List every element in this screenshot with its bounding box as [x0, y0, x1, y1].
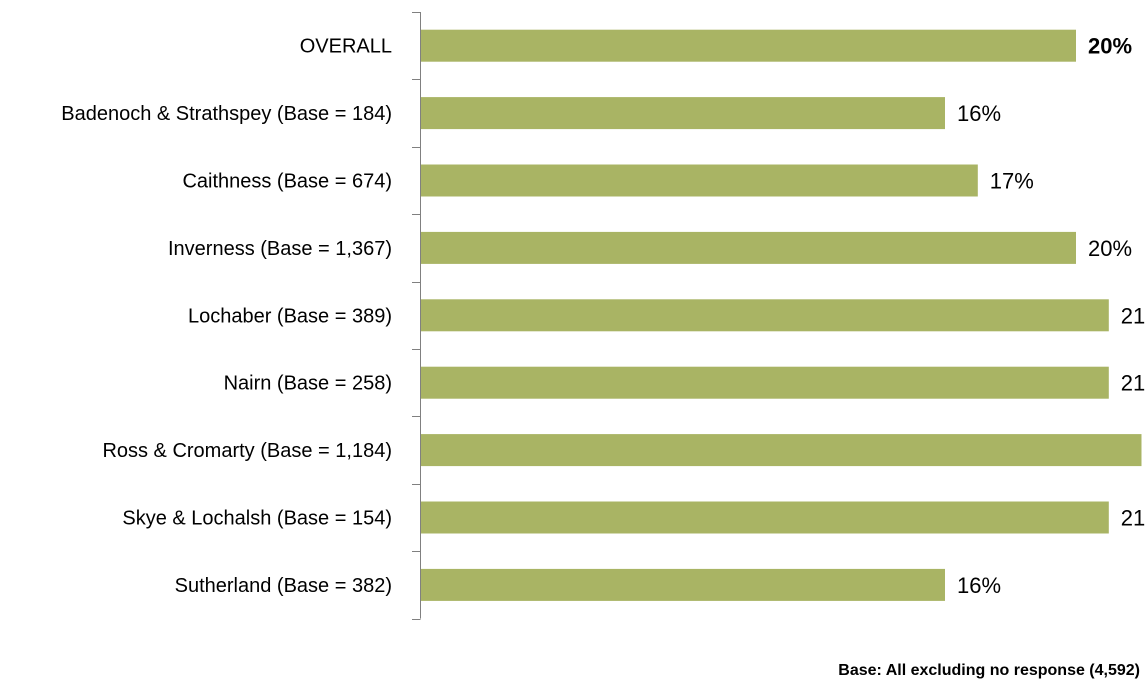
category-label: OVERALL — [300, 36, 392, 58]
value-label: 16% — [957, 101, 1001, 126]
category-label: Skye & Lochalsh (Base = 154) — [122, 508, 392, 530]
bar — [421, 366, 1109, 399]
value-label: 21% — [1121, 303, 1146, 328]
bar — [421, 97, 945, 130]
category-label: Lochaber (Base = 389) — [188, 305, 392, 327]
value-label: 16% — [957, 573, 1001, 598]
category-label: Badenoch & Strathspey (Base = 184) — [61, 103, 392, 125]
bar — [421, 29, 1076, 62]
category-labels: OVERALL Badenoch & Strathspey (Base = 184… — [61, 36, 392, 597]
category-label: Sutherland (Base = 382) — [175, 575, 392, 597]
bar — [421, 568, 945, 601]
value-label: 21% — [1121, 506, 1146, 531]
value-label: 20% — [1088, 34, 1132, 59]
bar — [421, 164, 978, 197]
value-labels: 20%16%17%20%21%21%22%21%16% — [957, 34, 1146, 598]
category-label: Nairn (Base = 258) — [224, 373, 392, 395]
value-label: 20% — [1088, 236, 1132, 261]
bar — [421, 299, 1109, 332]
category-axis — [412, 12, 421, 620]
category-label: Ross & Cromarty (Base = 1,184) — [102, 440, 392, 462]
value-label: 17% — [990, 169, 1034, 194]
value-label: 21% — [1121, 371, 1146, 396]
bar — [421, 434, 1142, 467]
category-label: Caithness (Base = 674) — [182, 171, 392, 193]
category-label: Inverness (Base = 1,367) — [168, 238, 392, 260]
bar — [421, 231, 1076, 264]
bar — [421, 501, 1109, 534]
bar-series — [421, 29, 1142, 601]
base-footnote: Base: All excluding no response (4,592) — [838, 662, 1140, 679]
